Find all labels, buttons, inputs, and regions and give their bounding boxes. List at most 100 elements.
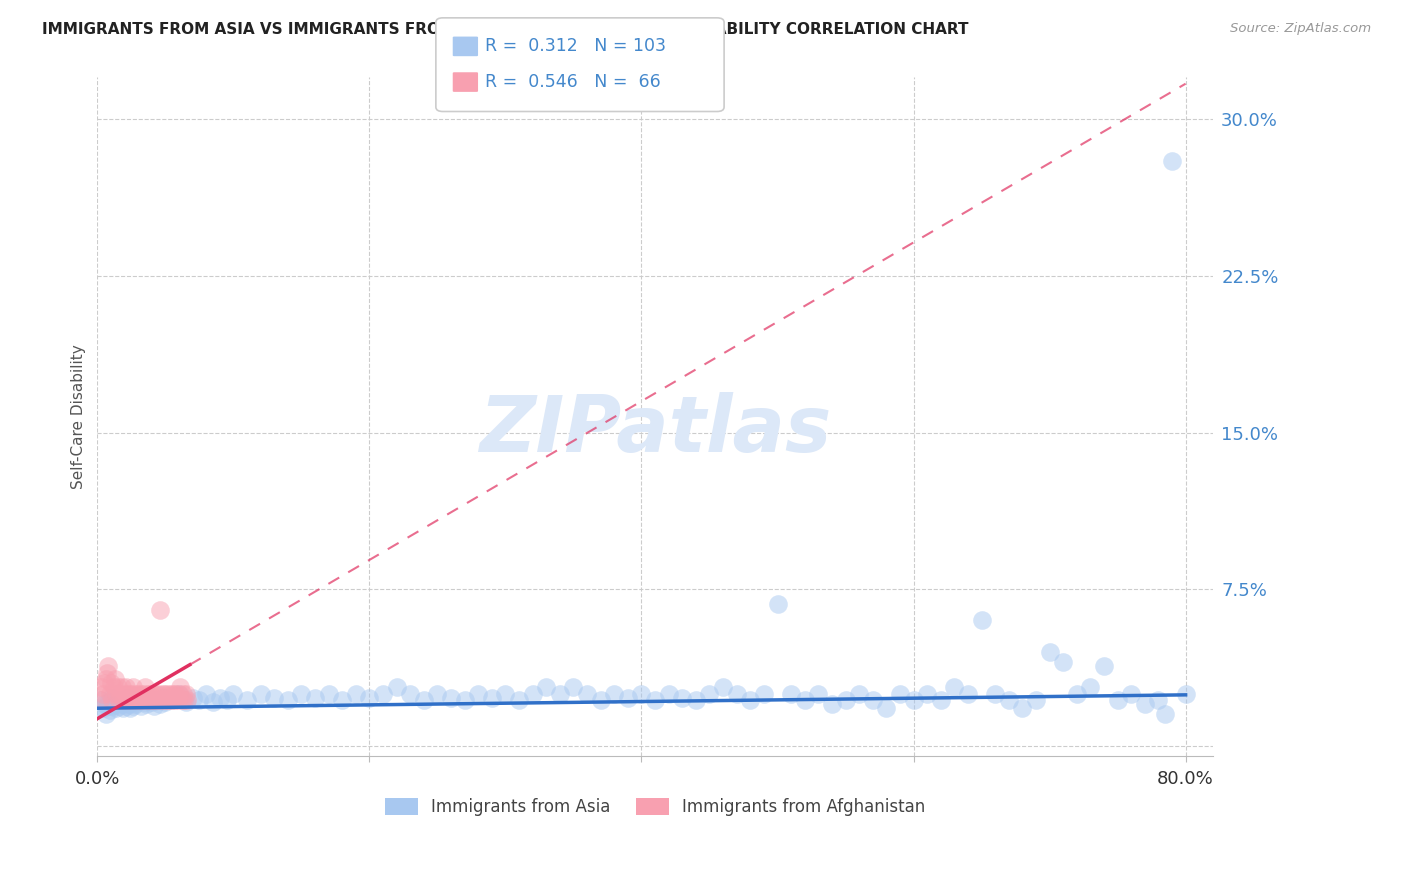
Point	[93, 676, 115, 690]
Point	[956, 687, 979, 701]
Point	[159, 693, 181, 707]
Point	[222, 687, 245, 701]
Point	[146, 693, 169, 707]
Point	[236, 693, 259, 707]
Point	[344, 687, 367, 701]
Point	[174, 687, 197, 701]
Point	[134, 681, 156, 695]
Point	[135, 693, 157, 707]
Point	[1147, 693, 1170, 707]
Point	[96, 665, 118, 680]
Point	[138, 693, 160, 707]
Point	[148, 687, 170, 701]
Point	[1154, 707, 1177, 722]
Point	[807, 687, 830, 701]
Point	[135, 697, 157, 711]
Point	[100, 690, 122, 705]
Point	[440, 690, 463, 705]
Point	[215, 693, 238, 707]
Point	[114, 695, 136, 709]
Point	[711, 681, 734, 695]
Point	[548, 687, 571, 701]
Point	[157, 687, 180, 701]
Point	[117, 687, 139, 701]
Point	[117, 697, 139, 711]
Point	[132, 687, 155, 701]
Point	[150, 693, 173, 707]
Point	[98, 687, 121, 701]
Point	[699, 687, 721, 701]
Point	[166, 693, 188, 707]
Point	[752, 687, 775, 701]
Point	[110, 693, 132, 707]
Point	[132, 695, 155, 709]
Point	[929, 693, 952, 707]
Point	[173, 693, 195, 707]
Point	[1133, 697, 1156, 711]
Point	[124, 687, 146, 701]
Point	[103, 681, 125, 695]
Point	[155, 695, 177, 709]
Point	[453, 693, 475, 707]
Point	[160, 693, 183, 707]
Point	[111, 697, 134, 711]
Point	[1038, 645, 1060, 659]
Point	[970, 614, 993, 628]
Point	[467, 687, 489, 701]
Point	[821, 697, 844, 711]
Point	[1052, 655, 1074, 669]
Point	[658, 687, 681, 701]
Point	[91, 687, 114, 701]
Point	[142, 687, 165, 701]
Point	[1121, 687, 1143, 701]
Point	[94, 672, 117, 686]
Point	[172, 687, 194, 701]
Point	[143, 693, 166, 707]
Point	[89, 693, 111, 707]
Point	[167, 687, 190, 701]
Point	[141, 693, 163, 707]
Point	[1080, 681, 1102, 695]
Point	[671, 690, 693, 705]
Point	[115, 699, 138, 714]
Point	[115, 681, 138, 695]
Point	[114, 687, 136, 701]
Point	[96, 699, 118, 714]
Point	[780, 687, 803, 701]
Point	[159, 687, 181, 701]
Point	[1161, 153, 1184, 168]
Point	[165, 687, 187, 701]
Point	[125, 693, 148, 707]
Point	[118, 693, 141, 707]
Point	[90, 681, 112, 695]
Point	[105, 701, 128, 715]
Point	[139, 687, 162, 701]
Point	[129, 699, 152, 714]
Point	[174, 695, 197, 709]
Point	[208, 690, 231, 705]
Point	[1066, 687, 1088, 701]
Point	[91, 701, 114, 715]
Point	[117, 690, 139, 705]
Point	[330, 693, 353, 707]
Point	[725, 687, 748, 701]
Point	[385, 681, 408, 695]
Point	[685, 693, 707, 707]
Point	[834, 693, 856, 707]
Point	[149, 697, 172, 711]
Text: R =  0.312   N = 103: R = 0.312 N = 103	[485, 37, 666, 55]
Point	[290, 687, 312, 701]
Point	[304, 690, 326, 705]
Point	[1092, 659, 1115, 673]
Point	[997, 693, 1019, 707]
Point	[104, 672, 127, 686]
Point	[120, 687, 142, 701]
Point	[122, 695, 145, 709]
Point	[121, 681, 143, 695]
Point	[481, 690, 503, 705]
Point	[163, 693, 186, 707]
Point	[103, 697, 125, 711]
Point	[889, 687, 911, 701]
Point	[153, 693, 176, 707]
Point	[371, 687, 394, 701]
